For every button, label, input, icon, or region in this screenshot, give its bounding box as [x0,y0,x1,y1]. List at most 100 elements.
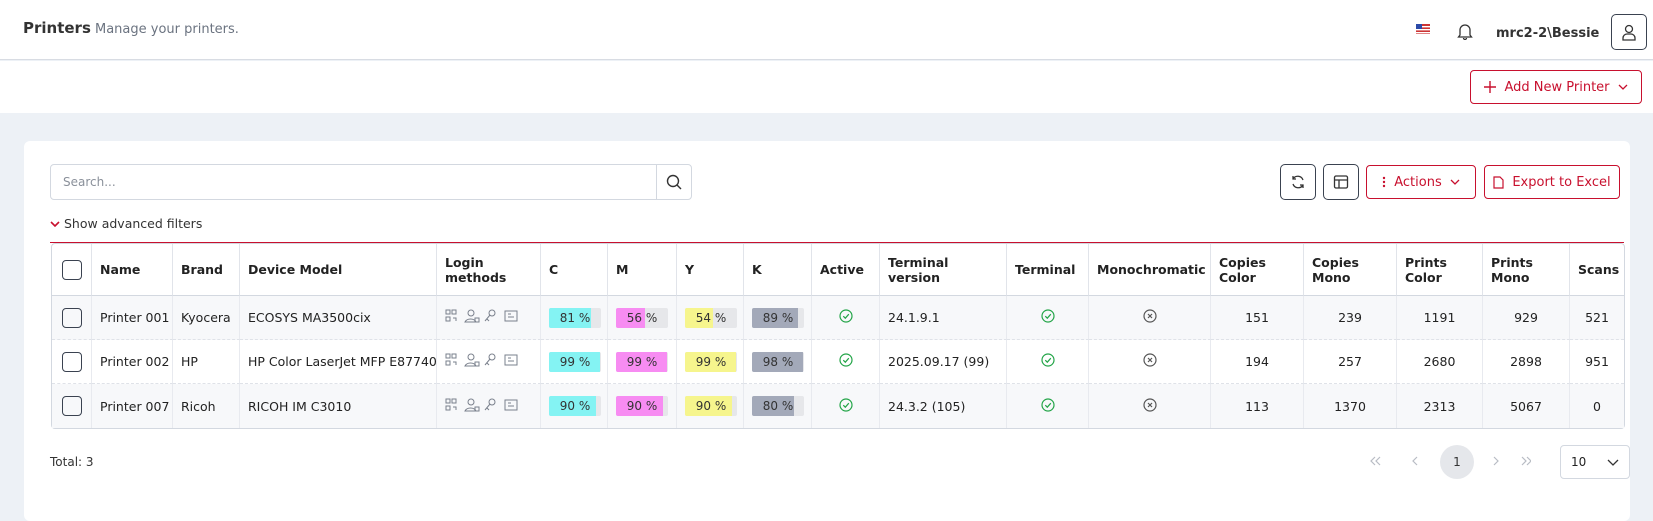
copies-color: 194 [1211,340,1304,384]
column-header: Copies Color [1211,244,1304,296]
toner-fill [549,351,601,372]
pager-arrows-next[interactable] [1491,455,1531,467]
row-select-cell [52,340,92,384]
terminal [1007,384,1089,428]
total: Total: 3 [50,455,94,469]
toner-y: 90 % [677,384,744,428]
toner-label: 89 % [762,310,794,325]
bell[interactable] [1457,22,1473,40]
prints-color: 2680 [1397,340,1483,384]
copies-mono: 239 [1304,296,1397,340]
model: HP Color LaserJet MFP E87740 [240,340,437,384]
column-header: Login methods [437,244,541,296]
column-header: M [608,244,677,296]
flag[interactable] [1416,24,1430,34]
columns-button[interactable] [1323,164,1359,200]
toner-k: 98 % [744,340,812,384]
search-input[interactable]: Search... [50,164,657,200]
column-header: K [744,244,812,296]
page-size: 10 [1571,455,1587,469]
toner-label: 98 % [762,354,794,369]
row-checkbox[interactable] [61,351,82,372]
toner-c: 81 % [541,296,608,340]
name: Printer 007 [92,384,173,428]
scans: 951 [1570,340,1624,384]
printer-row[interactable]: Printer 001 Kyocera ECOSYS MA3500cix 81 % 56… [52,296,1624,340]
top-bar: Printers Manage your printers. mrc2-2\Be… [0,0,1653,60]
toner-fill [616,396,663,416]
refresh-button[interactable] [1280,164,1316,200]
name: Printer 002 [92,340,173,384]
monochromatic [1089,340,1211,384]
pager-arrows[interactable] [1370,455,1490,467]
scans: 0 [1570,384,1624,428]
column-header: Terminal version [880,244,1007,296]
copies-color: 151 [1211,296,1304,340]
prints-mono: 929 [1483,296,1570,340]
add-printer-button[interactable]: Add New Printer [1470,70,1642,104]
export-button[interactable]: Export to Excel [1484,165,1620,199]
terminal [1007,296,1089,340]
toner-fill [549,307,592,328]
toner-label: 99 % [695,354,727,369]
toner-k: 80 % [744,384,812,428]
monochromatic [1089,296,1211,340]
toner-fill [616,351,668,372]
toner-fill [685,307,714,328]
row-checkbox[interactable] [61,307,82,328]
toner-c: 99 % [541,340,608,384]
toner-fill [616,307,646,328]
prints-color: 2313 [1397,384,1483,428]
column-header: Brand [173,244,240,296]
active [812,340,880,384]
filter-divider [50,242,1624,243]
select-all[interactable] [61,259,82,280]
advanced-filters-label: Show advanced filters [64,216,203,231]
toner-label: 56 % [626,310,658,325]
page-subtitle: Manage your printers. [95,22,239,37]
column-header: Terminal [1007,244,1089,296]
toner-fill [752,351,803,372]
search-button[interactable] [656,164,692,200]
total-count: 3 [85,455,94,469]
toner-bar: 99 % [616,351,668,372]
login-methods [437,384,541,428]
toner-fill [685,351,737,372]
advanced-filters-toggle[interactable]: Show advanced filters [50,216,202,231]
user-button[interactable] [1611,14,1647,50]
prints-mono: 2898 [1483,340,1570,384]
toner-label: 80 % [762,399,794,413]
login-methods [437,340,541,384]
active [812,384,880,428]
page-title: Printers [23,19,91,37]
actions-button[interactable]: Actions [1366,165,1476,199]
printer-row[interactable]: Printer 007 Ricoh RICOH IM C3010 90 % 90 % 90… [52,384,1624,428]
toner-fill [752,307,799,328]
toner-bar: 90 % [685,396,737,416]
toner-bar: 54 % [685,307,737,328]
toner-label: 90 % [695,399,727,413]
brand: HP [173,340,240,384]
toner-label: 90 % [626,399,658,413]
terminal [1007,340,1089,384]
user-name: mrc2-2\Bessie [1496,26,1600,41]
toner-bar: 81 % [549,307,601,328]
sub-bar: Add New Printer [0,61,1653,113]
toner-bar: 90 % [616,396,668,416]
column-header: Scans [1570,244,1624,296]
row-checkbox[interactable] [61,396,82,416]
prints-color: 1191 [1397,296,1483,340]
column-header: Active [812,244,880,296]
toner-k: 89 % [744,296,812,340]
toner-label: 54 % [695,310,727,325]
page-size-select[interactable]: 10 [1560,445,1630,479]
row-select-cell [52,384,92,428]
toner-bar: 90 % [549,396,601,416]
brand: Kyocera [173,296,240,340]
printer-row[interactable]: Printer 002 HP HP Color LaserJet MFP E8774… [52,340,1624,384]
toner-y: 99 % [677,340,744,384]
toner-label: 81 % [559,310,591,325]
current-page[interactable]: 1 [1440,445,1474,479]
scans: 521 [1570,296,1624,340]
